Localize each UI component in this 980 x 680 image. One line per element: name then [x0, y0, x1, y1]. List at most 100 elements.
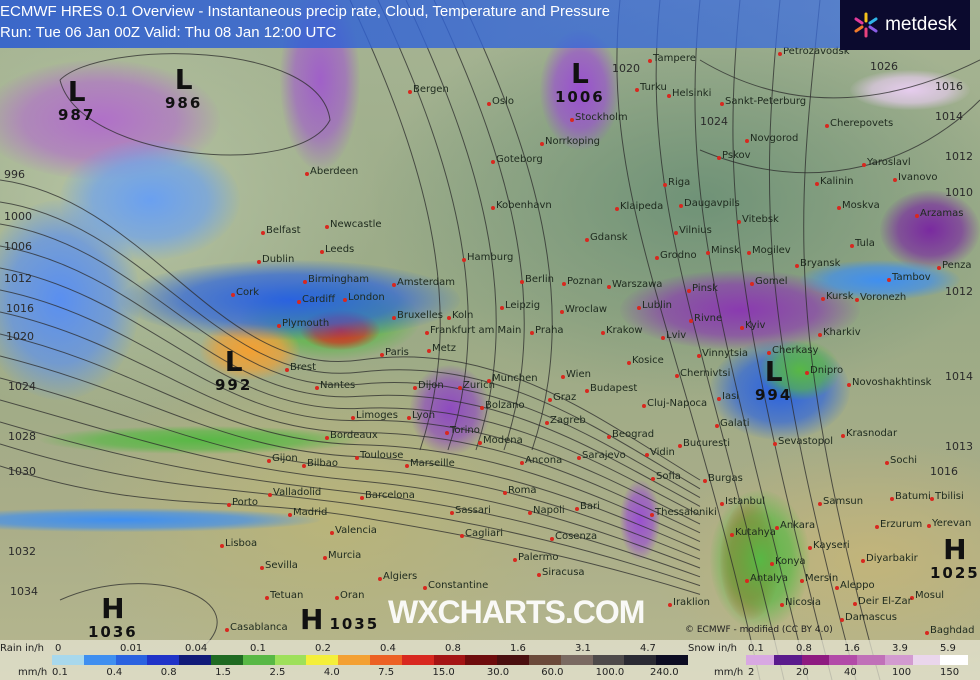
city-label: Goteborg	[491, 154, 543, 165]
city-label: Gijon	[267, 453, 298, 464]
isobar-label: 1012	[4, 272, 32, 285]
isobar-line	[0, 465, 701, 595]
colorbar-swatch	[147, 655, 180, 665]
colorbar-swatch	[433, 655, 466, 665]
isobar-line	[0, 201, 701, 490]
snow-in-label: Snow in/h	[688, 643, 737, 654]
legend-tick: 4.7	[640, 643, 656, 654]
city-label: Sarajevo	[577, 450, 626, 461]
pressure-center-value: 992	[215, 376, 253, 394]
city-label: Moskva	[837, 200, 880, 211]
city-label: Mogilev	[747, 245, 791, 256]
chart-title: ECMWF HRES 0.1 Overview - Instantaneous …	[0, 3, 610, 20]
city-label: Lviv	[660, 330, 687, 341]
isobar-line	[0, 223, 701, 499]
city-label: Burgas	[703, 473, 743, 484]
isobar-line	[0, 267, 701, 516]
city-label: Murcia	[322, 550, 362, 561]
city-label: Dnipro	[804, 365, 844, 376]
colorbar-swatch	[829, 655, 857, 665]
city-label: Nicosia	[780, 597, 821, 608]
city-label: Riga	[662, 177, 691, 188]
legend-tick: 1.5	[215, 667, 231, 678]
run-valid-time: Run: Tue 06 Jan 00Z Valid: Thu 08 Jan 12…	[0, 24, 337, 41]
city-label: Ancona	[519, 455, 563, 466]
isobar-line	[0, 179, 701, 481]
pressure-center-low: L 994	[755, 358, 792, 405]
city-label: Tbilisi	[930, 491, 964, 502]
watermark: WXCHARTS.COM	[388, 594, 645, 630]
isobar-line	[732, 0, 833, 680]
colorbar-swatch	[115, 655, 148, 665]
city-label: Vitebsk	[737, 214, 779, 225]
city-label: Oran	[334, 590, 365, 601]
city-label: Sofia	[651, 471, 681, 482]
city-label: Cardiff	[296, 294, 336, 305]
city-label: Algiers	[377, 571, 418, 582]
legend-tick: 7.5	[378, 667, 395, 678]
logo-text: metdesk	[885, 14, 957, 35]
legend-tick: 2	[748, 667, 755, 678]
city-label: Warszawa	[606, 279, 663, 290]
legend-tick: 1.6	[510, 643, 526, 654]
isobar-line	[0, 377, 701, 560]
city-label: Vilnius	[674, 225, 712, 236]
city-label: Petrozavodsk	[778, 46, 850, 57]
city-label: Dijon	[413, 380, 444, 391]
city-label: Aberdeen	[304, 166, 359, 177]
snow-colorbar	[746, 655, 968, 665]
isobar-line	[0, 245, 701, 507]
city-label: Thessaloniki	[650, 507, 717, 518]
city-label: Madrid	[287, 507, 328, 518]
city-label: Damascus	[840, 612, 897, 623]
isobar-label: 1034	[10, 585, 38, 598]
legend-tick: 240.0	[650, 667, 679, 678]
colorbar-swatch	[52, 655, 84, 665]
legend-tick: 0	[55, 643, 62, 654]
pressure-center-value: 1036	[88, 623, 138, 641]
city-label: Cluj-Napoca	[641, 398, 708, 409]
isobar-label: 1016	[930, 465, 958, 478]
legend-tick: 100.0	[595, 667, 625, 678]
isobar-line	[694, 0, 809, 680]
colorbar-swatch	[857, 655, 885, 665]
isobar-label: 996	[4, 168, 25, 181]
isobar-label: 1006	[4, 240, 32, 253]
isobar-line	[803, 0, 881, 680]
colorbar-swatch	[592, 655, 625, 665]
city-label: Sassari	[450, 505, 491, 516]
city-label: Bordeaux	[325, 430, 378, 441]
colorbar-swatch	[497, 655, 529, 665]
pressure-center-value: 987	[58, 106, 96, 124]
city-label: Klaipeda	[614, 201, 664, 212]
isobar-line	[59, 53, 331, 156]
city-label: Aleppo	[835, 580, 875, 591]
isobar-label: 1030	[8, 465, 36, 478]
city-label: Penza	[937, 260, 972, 271]
isobar-line	[699, 59, 980, 99]
isobar-line	[0, 355, 701, 551]
isobar-line	[616, 0, 761, 680]
isobar-line	[768, 0, 857, 680]
city-label: Napoli	[528, 505, 565, 516]
colorbar-swatch	[624, 655, 657, 665]
city-label: Lyon	[406, 410, 436, 421]
pressure-center-value: 1035	[329, 615, 380, 633]
chart-header: ECMWF HRES 0.1 Overview - Instantaneous …	[0, 0, 840, 48]
city-label: Iraklion	[668, 597, 710, 608]
city-label: Kosice	[627, 355, 664, 366]
legend-tick: 60.0	[541, 667, 564, 678]
city-label: Plymouth	[276, 318, 330, 329]
city-label: Minsk	[706, 245, 740, 256]
isobar-label: 1028	[8, 430, 36, 443]
colorbar-swatch	[528, 655, 561, 665]
city-label: Kutahya	[730, 527, 776, 538]
pressure-center-letter: L	[67, 75, 86, 108]
isobar-label: 1032	[8, 545, 36, 558]
city-label: Bryansk	[794, 258, 841, 269]
colorbar-swatch	[306, 655, 339, 665]
city-label: Norrkoping	[539, 136, 601, 147]
legend-tick: 0.01	[120, 643, 143, 654]
city-label: Kobenhavn	[491, 200, 552, 211]
legend-tick: 0.8	[445, 643, 461, 654]
